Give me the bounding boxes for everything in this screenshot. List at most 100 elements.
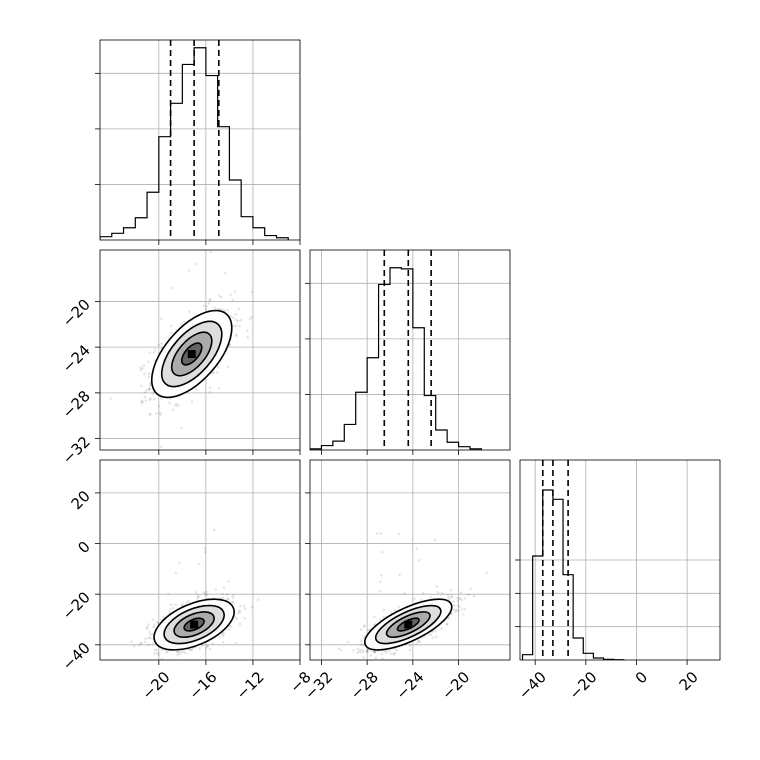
scatter-point [356,647,360,651]
scatter-point [212,371,215,375]
scatter-point [152,625,156,629]
scatter-point [147,375,150,379]
scatter-point [408,644,412,648]
scatter-point [233,290,237,293]
scatter-point [187,599,190,603]
xz-panel [95,459,301,665]
scatter-point [358,650,362,654]
scatter-point [175,402,179,406]
scatter-point [452,608,456,611]
scatter-point [358,648,361,652]
scatter-point [152,662,155,665]
y-tick-label: −28 [59,387,94,422]
scatter-point [217,365,220,369]
scatter-point [169,324,173,328]
x-tick-label: −24 [392,668,427,703]
scatter-point [238,610,242,614]
scatter-point [151,641,155,645]
scatter-point [146,360,150,363]
scatter-point [148,412,152,416]
scatter-point [149,636,152,640]
scatter-point [204,593,207,596]
scatter-point [359,639,363,642]
scatter-point [217,387,221,390]
scatter-point [157,343,160,347]
scatter-point [452,600,456,603]
scatter-point [238,604,242,608]
scatter-point [440,627,443,630]
scatter-point [340,648,343,652]
scatter-point [157,653,161,656]
scatter-point [149,397,152,400]
scatter-point [194,387,198,391]
scatter-point [153,648,157,652]
scatter-point [182,649,186,653]
scatter-point [244,607,247,610]
scatter-point [232,601,235,605]
hist-x-panel [95,39,301,245]
scatter-point [236,319,240,323]
scatter-point [168,611,171,614]
hist-y-histogram [310,267,483,450]
scatter-point [208,390,212,394]
scatter-point [197,562,201,566]
scatter-point [416,639,420,643]
scatter-point [379,532,383,535]
scatter-point [203,205,206,208]
scatter-point [154,347,157,351]
scatter-point [167,592,170,596]
scatter-point [145,389,148,392]
scatter-point [221,634,225,638]
scatter-point [420,598,423,602]
scatter-point [459,591,463,594]
scatter-point [363,624,366,627]
scatter-point [153,651,156,655]
scatter-point [362,656,365,659]
scatter-point [390,652,393,656]
x-tick-label: −40 [515,668,550,703]
scatter-point [433,538,437,542]
scatter-point [403,592,406,595]
scatter-point [174,571,178,575]
scatter-point [147,623,150,626]
scatter-point [250,290,254,293]
scatter-point [187,269,191,272]
scatter-point [166,650,169,653]
scatter-point [226,308,230,312]
scatter-point [145,625,149,629]
scatter-point [229,293,232,297]
scatter-point [134,662,137,665]
scatter-point [472,594,476,598]
scatter-point [176,653,180,657]
scatter-point [367,628,371,632]
xz-frame [99,459,301,661]
scatter-point [153,359,156,362]
scatter-point [149,633,152,637]
density-peak [187,350,196,358]
scatter-point [148,351,152,354]
scatter-point [361,650,365,654]
scatter-point [379,580,382,584]
scatter-point [447,596,451,599]
scatter-point [174,403,177,407]
scatter-point [176,650,180,654]
scatter-point [389,611,393,614]
scatter-point [231,298,234,302]
scatter-point [140,384,143,388]
scatter-point [147,372,151,376]
scatter-point [460,608,463,611]
scatter-point [418,640,421,644]
scatter-point [213,306,217,310]
scatter-point [180,426,183,429]
scatter-point [165,651,168,654]
scatter-point [148,398,152,402]
scatter-point [374,650,377,654]
scatter-point [140,399,144,403]
scatter-point [235,318,238,322]
scatter-point [140,642,143,645]
scatter-point [188,310,191,313]
scatter-point [341,666,344,669]
scatter-point [229,625,233,628]
scatter-point [182,321,186,324]
scatter-point [132,644,136,648]
